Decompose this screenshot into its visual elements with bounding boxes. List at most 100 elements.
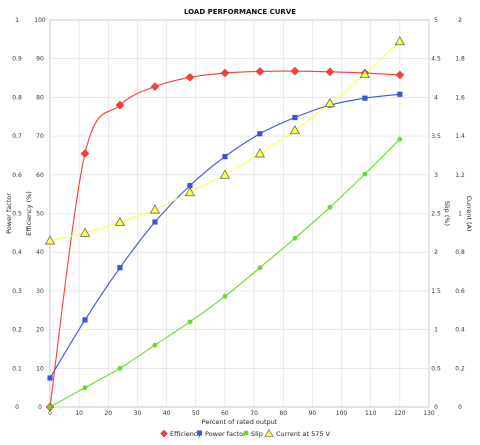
slip-point xyxy=(117,365,123,371)
current-at-575-v-point xyxy=(394,36,405,46)
power-factor-tick-label: 0.3 xyxy=(12,288,22,295)
power-factor-tick-label: 0.9 xyxy=(12,56,22,63)
legend-efficiency-label: Efficiency xyxy=(170,430,201,438)
power-factor-point xyxy=(397,91,403,97)
current-at-575-v-point xyxy=(359,68,370,79)
efficiency-point xyxy=(220,68,230,78)
x-tick-label: 10 xyxy=(75,410,83,417)
efficiency-point xyxy=(80,149,90,158)
grid-layer xyxy=(49,19,430,408)
power-factor-point xyxy=(47,375,53,381)
slip-tick-label: 4.5 xyxy=(431,56,441,63)
efficiency-tick-label: 30 xyxy=(36,288,44,295)
current-at-575-v-point xyxy=(184,187,196,197)
efficiency-point xyxy=(290,66,300,76)
efficiency-tick-label: 50 xyxy=(36,211,44,218)
efficiency-tick-label: 0 xyxy=(38,404,42,411)
efficiency-point xyxy=(255,67,265,76)
efficiency-tick-label: 10 xyxy=(36,365,44,372)
power-factor-tick-label: 0.7 xyxy=(12,133,22,140)
legend-slip-marker xyxy=(243,430,249,436)
power-factor-tick-label: 0.5 xyxy=(12,211,22,218)
current-tick-label: 2 xyxy=(458,17,462,24)
efficiency-tick-label: 90 xyxy=(36,56,44,63)
current-tick-label: 0.2 xyxy=(455,365,465,372)
slip-tick-label: 1 xyxy=(434,327,438,334)
efficiency-tick-label: 60 xyxy=(36,172,44,179)
current-at-575-v-point xyxy=(114,216,126,227)
current-at-575-v-point xyxy=(44,235,56,245)
power-factor-point xyxy=(187,183,193,189)
legend-power-factor-marker xyxy=(197,430,202,436)
current-at-575-v-point xyxy=(289,125,300,135)
current-tick-label: 1.6 xyxy=(455,94,465,101)
current-at-575-v-point xyxy=(79,227,91,237)
chart-title: LOAD PERFORMANCE CURVE xyxy=(184,8,296,16)
power-factor-point xyxy=(292,114,298,121)
power-factor-tick-label: 0.6 xyxy=(12,172,22,179)
current-tick-label: 1.4 xyxy=(455,133,465,140)
power-factor-tick-label: 0 xyxy=(15,404,19,411)
slip-point xyxy=(187,319,193,325)
power-factor-point xyxy=(257,131,263,137)
x-tick-label: 60 xyxy=(221,410,229,417)
power-factor-point xyxy=(152,219,158,225)
x-tick-label: 80 xyxy=(279,410,287,417)
current-tick-label: 0.6 xyxy=(455,288,465,295)
efficiency-axis-title: Efficiency (%) xyxy=(25,191,33,236)
x-axis-title: Percent of rated output xyxy=(202,418,278,426)
power-factor-tick-label: 0.2 xyxy=(12,327,22,334)
power-factor-point xyxy=(117,265,123,271)
slip-tick-label: 4 xyxy=(434,94,438,101)
power-factor-tick-label: 1 xyxy=(15,17,19,24)
slip-tick-label: 1.5 xyxy=(431,288,441,295)
efficiency-point xyxy=(185,72,195,82)
slip-tick-label: 5 xyxy=(434,17,438,24)
x-tick-label: 50 xyxy=(192,410,200,417)
slip-tick-label: 3.5 xyxy=(431,133,441,140)
x-tick-label: 130 xyxy=(423,410,435,417)
x-tick-label: 20 xyxy=(104,410,112,417)
slip-tick-label: 3 xyxy=(434,172,438,179)
legend-power-factor-label: Power factor xyxy=(205,430,246,438)
current-axis-title: Current (A) xyxy=(465,196,473,232)
x-tick-label: 30 xyxy=(134,410,142,417)
efficiency-tick-label: 70 xyxy=(36,133,44,140)
current-at-575-v-point xyxy=(149,204,161,214)
efficiency-point xyxy=(150,82,160,91)
current-at-575-v-point xyxy=(324,97,335,108)
slip-axis-title: Slip (%) xyxy=(443,201,451,226)
current-tick-label: 0 xyxy=(458,404,462,411)
power-factor-point xyxy=(222,154,228,160)
slip-tick-label: 2 xyxy=(434,249,438,256)
efficiency-tick-label: 20 xyxy=(36,327,44,334)
current-at-575-v-point xyxy=(219,169,231,179)
efficiency-tick-label: 80 xyxy=(36,94,44,101)
current-tick-label: 1.8 xyxy=(455,56,465,63)
slip-point xyxy=(362,171,368,177)
legend-slip-label: Slip xyxy=(251,430,263,438)
slip-point xyxy=(292,235,298,241)
efficiency-tick-label: 100 xyxy=(34,17,46,24)
power-factor-axis-title: Power factor xyxy=(5,193,13,234)
power-factor-point xyxy=(362,95,368,101)
legend: Efficiency Power factor Slip Current at … xyxy=(160,428,331,438)
efficiency-point xyxy=(395,70,405,80)
slip-tick-label: 2.5 xyxy=(431,211,441,218)
slip-point xyxy=(47,404,53,410)
slip-point xyxy=(327,204,333,210)
efficiency-point xyxy=(325,67,335,77)
x-tick-label: 100 xyxy=(336,410,348,417)
x-tick-label: 120 xyxy=(394,410,406,417)
current-at-575-v-point xyxy=(254,148,266,158)
current-tick-label: 1 xyxy=(458,211,462,218)
slip-tick-label: 0 xyxy=(434,404,438,411)
power-factor-tick-label: 0.8 xyxy=(12,94,22,101)
slip-point xyxy=(257,265,263,271)
efficiency-point xyxy=(115,100,125,110)
marker-layer xyxy=(44,36,405,412)
current-tick-label: 1.2 xyxy=(455,172,465,179)
efficiency-tick-label: 40 xyxy=(36,249,44,256)
power-factor-tick-label: 0.4 xyxy=(12,249,22,256)
